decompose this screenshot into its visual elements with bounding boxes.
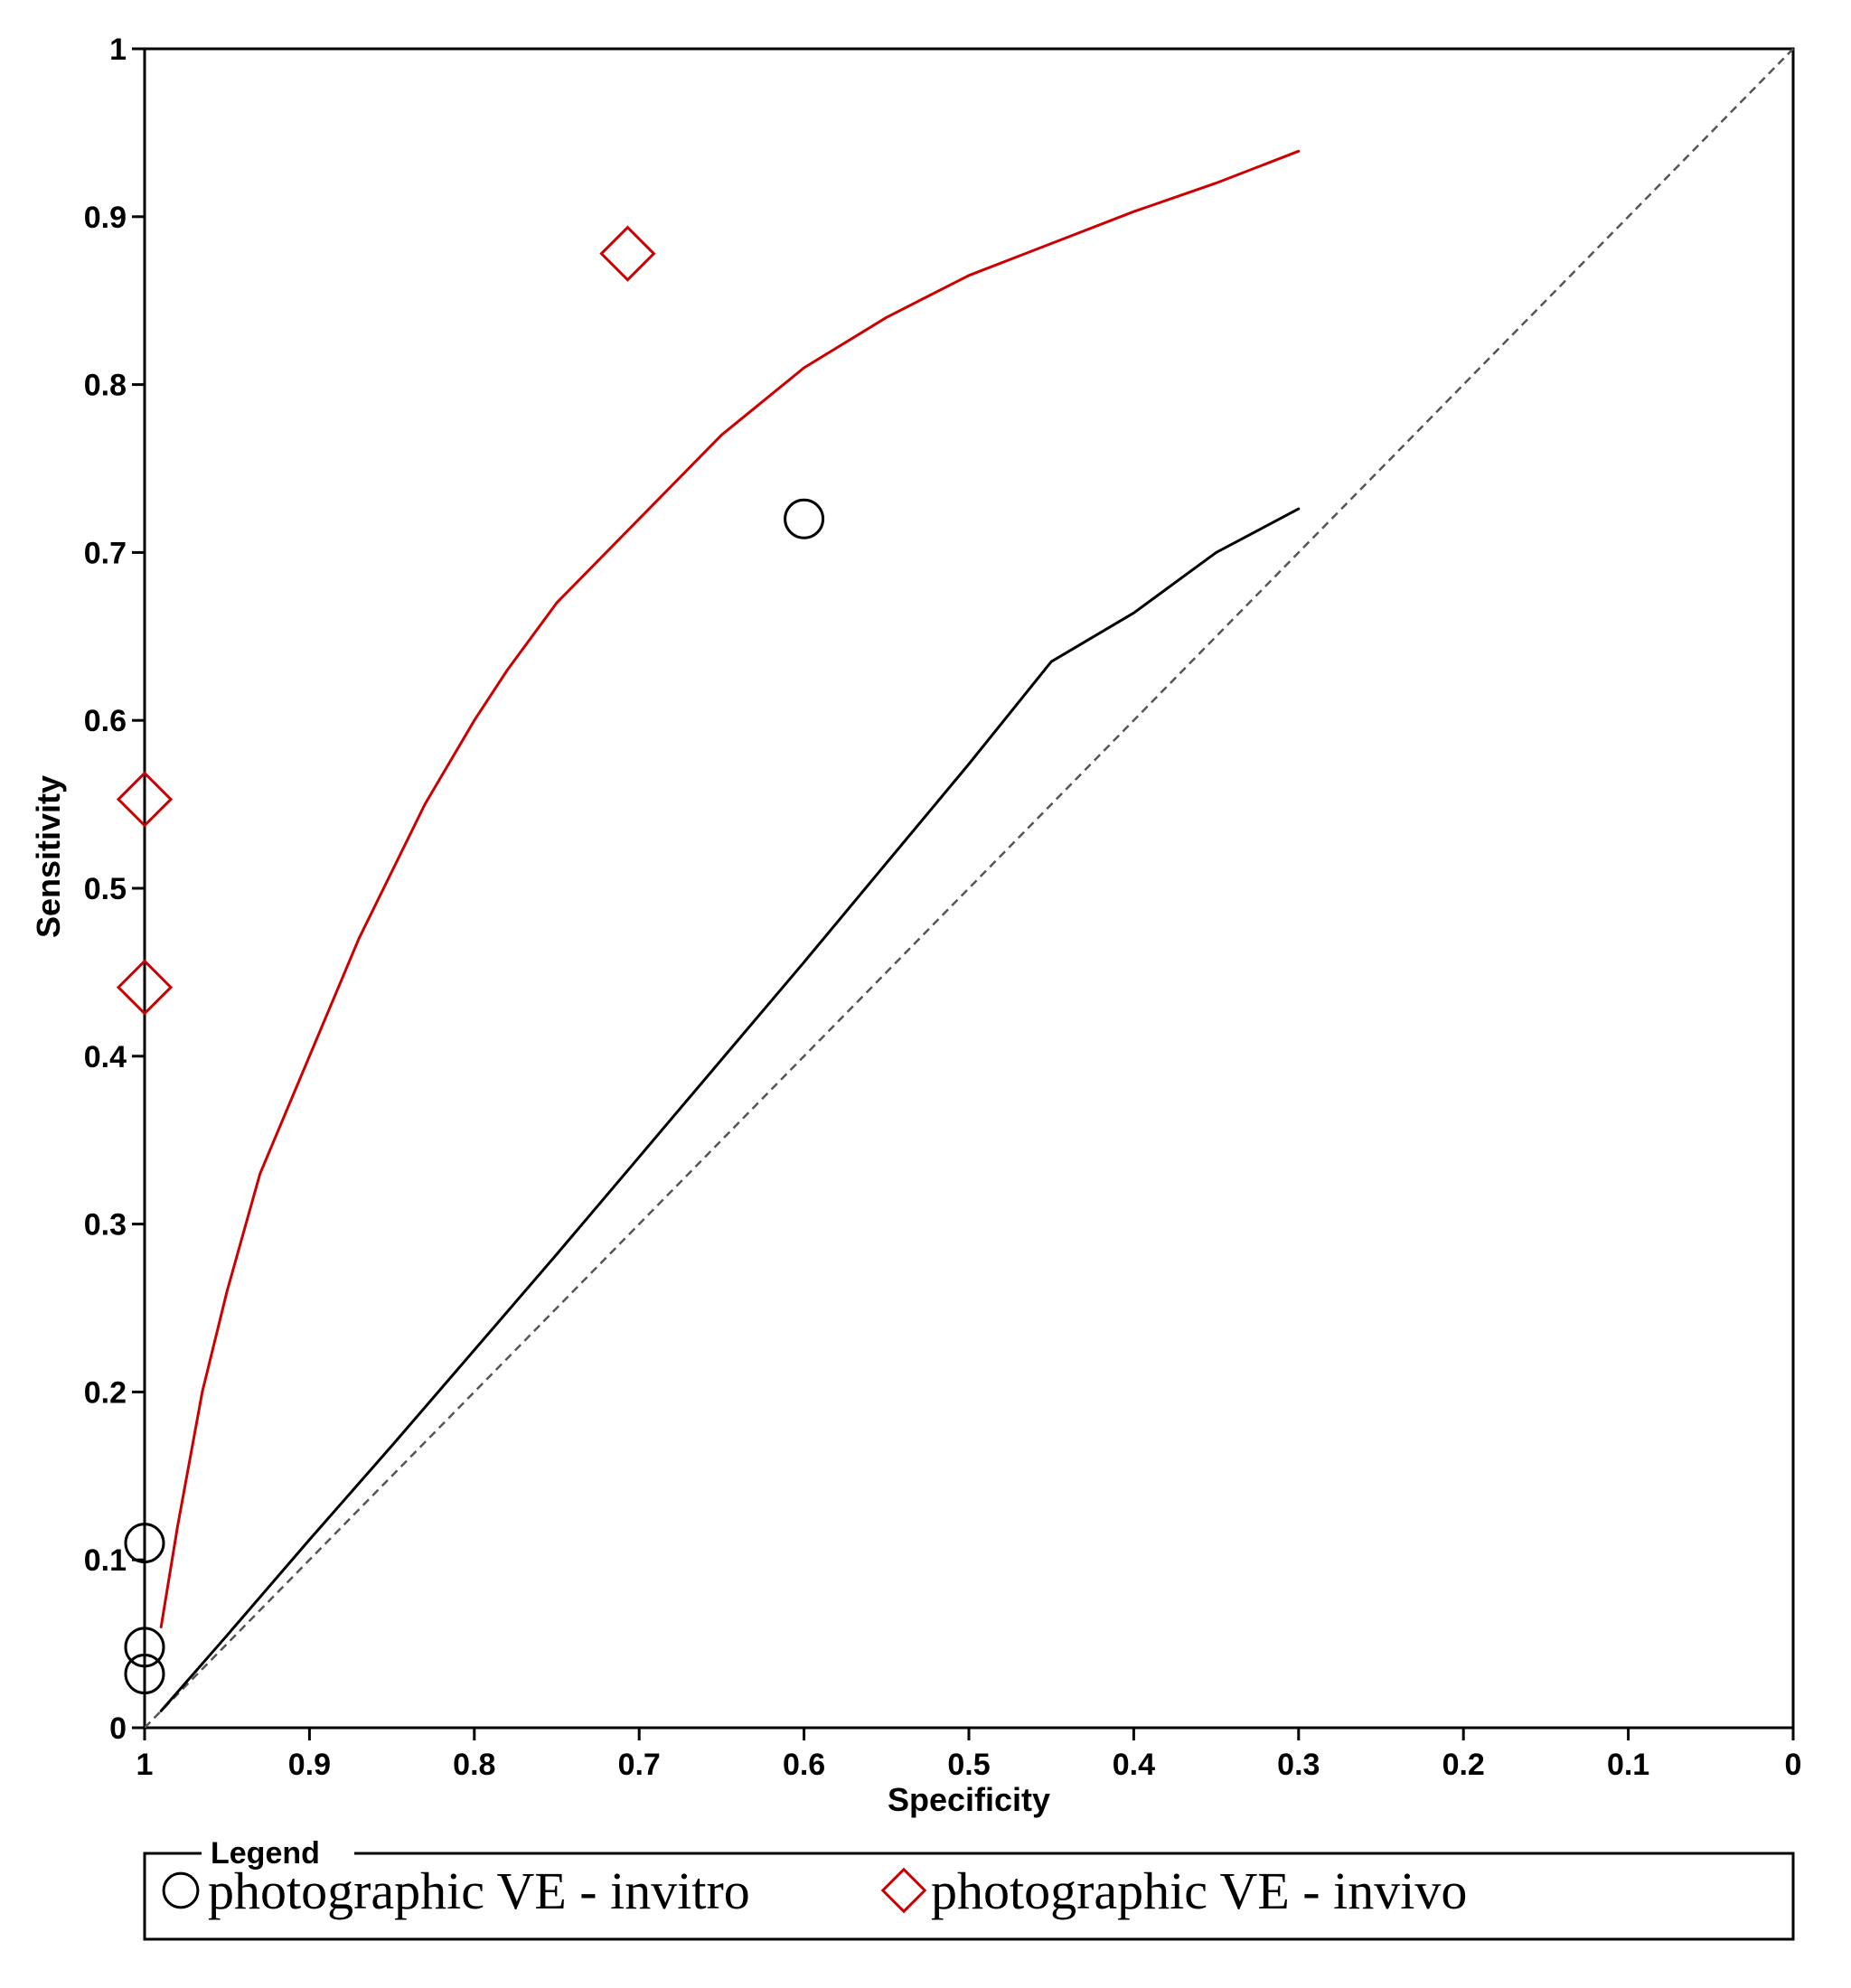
x-axis-ticks: 1 0.9 0.8 0.7 0.6 0.5 0.4 0.3 0.2 0.1 0 [136, 1728, 1802, 1782]
y-tick-label: 1 [109, 33, 127, 67]
x-tick-label: 0.4 [1113, 1748, 1155, 1782]
x-tick-label: 0.1 [1607, 1748, 1649, 1782]
invivo-study-point [116, 959, 174, 1016]
legend-frame [143, 1852, 1795, 1941]
x-tick-label: 0.6 [783, 1748, 825, 1782]
points-group [116, 225, 825, 1695]
legend-circle-icon [162, 1871, 200, 1909]
x-tick-label: 0.8 [453, 1748, 495, 1782]
x-tick-label: 0 [1785, 1748, 1802, 1782]
legend-diamond-icon [880, 1867, 927, 1914]
y-tick-label: 0.1 [84, 1543, 127, 1578]
x-tick-label: 0.5 [947, 1748, 990, 1782]
y-tick-label: 0.3 [84, 1208, 127, 1242]
legend: Legend photographic VE - invitro photogra… [143, 1836, 1795, 1941]
y-tick-label: 0.4 [84, 1040, 127, 1074]
invivo-sroc-curve [159, 149, 1301, 1628]
invitro-sroc-curve [159, 507, 1301, 1712]
x-axis-title: Specificity [888, 1781, 1050, 1818]
y-axis-title: Sensitivity [30, 775, 67, 938]
x-tick-label: 0.7 [618, 1748, 661, 1782]
legend-entry-label: photographic VE - invivo [931, 1861, 1467, 1920]
invivo-study-point [116, 771, 174, 828]
y-tick-label: 0.7 [84, 536, 127, 570]
x-tick-label: 0.9 [288, 1748, 331, 1782]
y-axis-ticks: 0 0.1 0.2 0.3 0.4 0.5 0.6 0.7 0.8 0.9 1 [84, 33, 145, 1746]
invitro-study-point [124, 1654, 165, 1695]
x-tick-label: 0.2 [1442, 1748, 1485, 1782]
x-tick-label: 1 [136, 1748, 154, 1782]
y-tick-label: 0 [109, 1711, 127, 1746]
y-tick-label: 0.9 [84, 201, 127, 235]
legend-title: Legend [211, 1836, 320, 1871]
legend-entry-label: photographic VE - invitro [208, 1861, 750, 1920]
invitro-study-point [784, 498, 825, 539]
y-tick-label: 0.5 [84, 872, 127, 906]
y-tick-label: 0.2 [84, 1375, 127, 1410]
y-tick-label: 0.8 [84, 369, 127, 403]
invivo-study-point [599, 225, 656, 282]
y-tick-label: 0.6 [84, 704, 127, 738]
reference-diagonal [144, 48, 1794, 1729]
invitro-study-point [124, 1627, 165, 1668]
invitro-study-point [124, 1523, 165, 1564]
reference-diagonal-group [144, 48, 1794, 1729]
legend-entries: photographic VE - invitro photographic VE… [162, 1861, 1467, 1920]
curves-group [159, 149, 1301, 1712]
x-tick-label: 0.3 [1277, 1748, 1320, 1782]
